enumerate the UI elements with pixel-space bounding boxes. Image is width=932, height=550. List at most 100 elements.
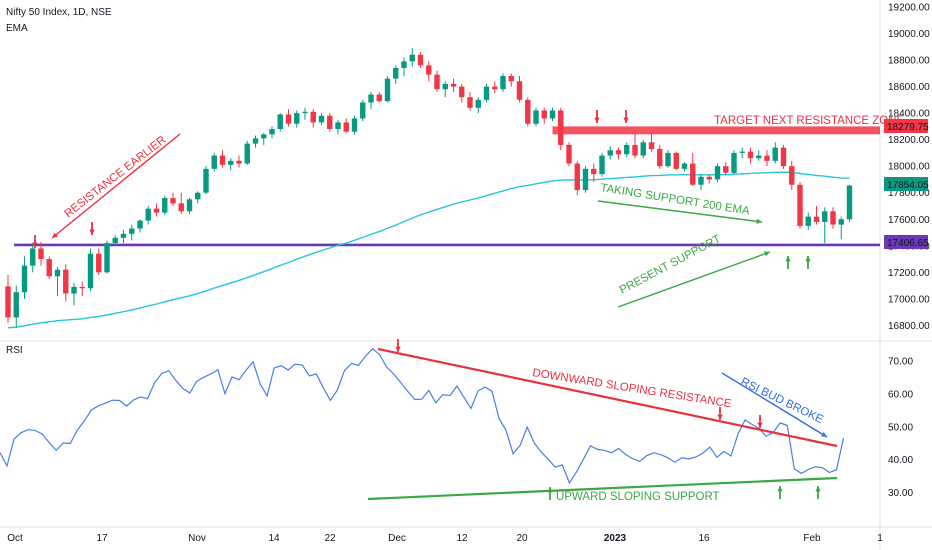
chart-title: Nifty 50 Index, 1D, NSE [6,7,112,18]
current-price-badge: 17854.05 [887,180,929,191]
price-tick-label: 18000.00 [888,162,930,173]
candle-body [813,216,820,222]
candle-body [13,292,19,318]
candle-body [516,81,523,100]
candle-body [442,83,448,90]
candle-body [599,155,605,175]
candle-body [574,163,580,191]
price-badges: 18279.75 17854.05 17406.65 [884,119,929,249]
price-axis[interactable]: 16800.0017000.0017200.0017400.0017600.00… [888,2,930,498]
candle-body [79,286,85,289]
candle-body [244,143,250,164]
candle-body [739,151,745,153]
candle-body [21,265,28,293]
candle-body [302,111,308,114]
candle-body [384,78,391,102]
price-tick-label: 18400.00 [888,109,930,120]
price-tick-label: 19000.00 [888,29,930,40]
time-tick-label: 2023 [604,533,627,544]
candle-body [541,110,547,119]
downward-resistance-trendline [377,347,838,448]
resistance-pointer-arrow [51,133,181,239]
rsi-pane[interactable] [0,347,845,501]
candle-body [764,155,770,161]
candle-body [591,168,597,175]
candle-body [261,134,267,139]
candle-body [219,155,226,165]
candle-body [434,74,440,90]
candle-body [252,138,259,144]
candle-body [533,110,539,124]
candle-body [690,163,696,185]
candle-body [104,243,110,273]
up-arrow-icon-head [815,486,821,492]
candle-body [772,147,778,161]
time-tick-label: Dec [388,533,406,544]
resistance-pointer-arrow-head [52,232,58,238]
candle-body [96,253,102,273]
header: Nifty 50 Index, 1D, NSE EMA RSI [6,7,112,356]
candle-body [475,99,481,108]
candle-body [401,61,407,69]
candle-body [508,75,514,82]
candle-body [327,115,333,130]
candle-body [30,248,36,266]
price-tick-label: 18200.00 [888,135,930,146]
candle-body [525,99,531,124]
candle-body [830,211,836,225]
candle-body [162,198,168,213]
candle-body [236,160,242,164]
candle-body [211,155,217,169]
up-arrow-icon-head [777,486,783,492]
candle-body [186,199,193,212]
candle-body [822,211,828,222]
candle-body [780,147,787,167]
time-axis[interactable]: Oct 17 Nov 14 22 Dec 12 20 2023 16 Feb 1 [7,533,883,544]
candle-body [426,65,432,75]
candle-body [87,253,94,289]
price-tick-label: 17800.00 [888,188,930,199]
time-tick-label: 1 [877,533,883,544]
current-badge-bg [884,177,928,191]
candle-body [648,142,655,149]
candle-body [558,110,564,145]
candle-body [624,144,630,155]
up-arrow-icon-head [785,256,791,262]
down-arrow-icon-head [717,414,723,420]
rsi-line [0,347,845,485]
candle-body [285,114,292,124]
candle-body [789,166,795,185]
upward-support-trendline [367,476,838,501]
candle-body [129,228,135,234]
candle-body [665,152,671,167]
target-price-badge: 18279.75 [887,122,929,133]
candle-body [376,94,382,102]
rsi-pane-label: RSI [6,345,23,356]
candle-body [195,192,201,200]
candle-body [566,144,572,164]
time-tick-label: 20 [516,533,528,544]
candle-body [500,75,506,90]
candle-body [838,219,844,225]
candle-body [112,237,118,244]
candle-body [360,102,366,119]
up-arrow-icon-head [805,256,811,262]
time-tick-label: Feb [803,533,821,544]
candle-body [582,168,589,191]
candle-body [483,86,490,100]
down-arrow-icon-head [89,229,95,235]
candle-body [756,155,762,159]
down-arrow-icon-head [623,117,629,123]
candle-body [698,176,704,185]
candle-body [269,129,275,135]
candle-body [409,54,415,62]
price-pane[interactable] [5,48,880,329]
down-arrow-icon-head [32,242,38,248]
candle-body [46,259,52,277]
present-support-pointer-arrow [617,251,771,308]
candle-body [632,144,638,156]
candle-body [714,166,721,180]
